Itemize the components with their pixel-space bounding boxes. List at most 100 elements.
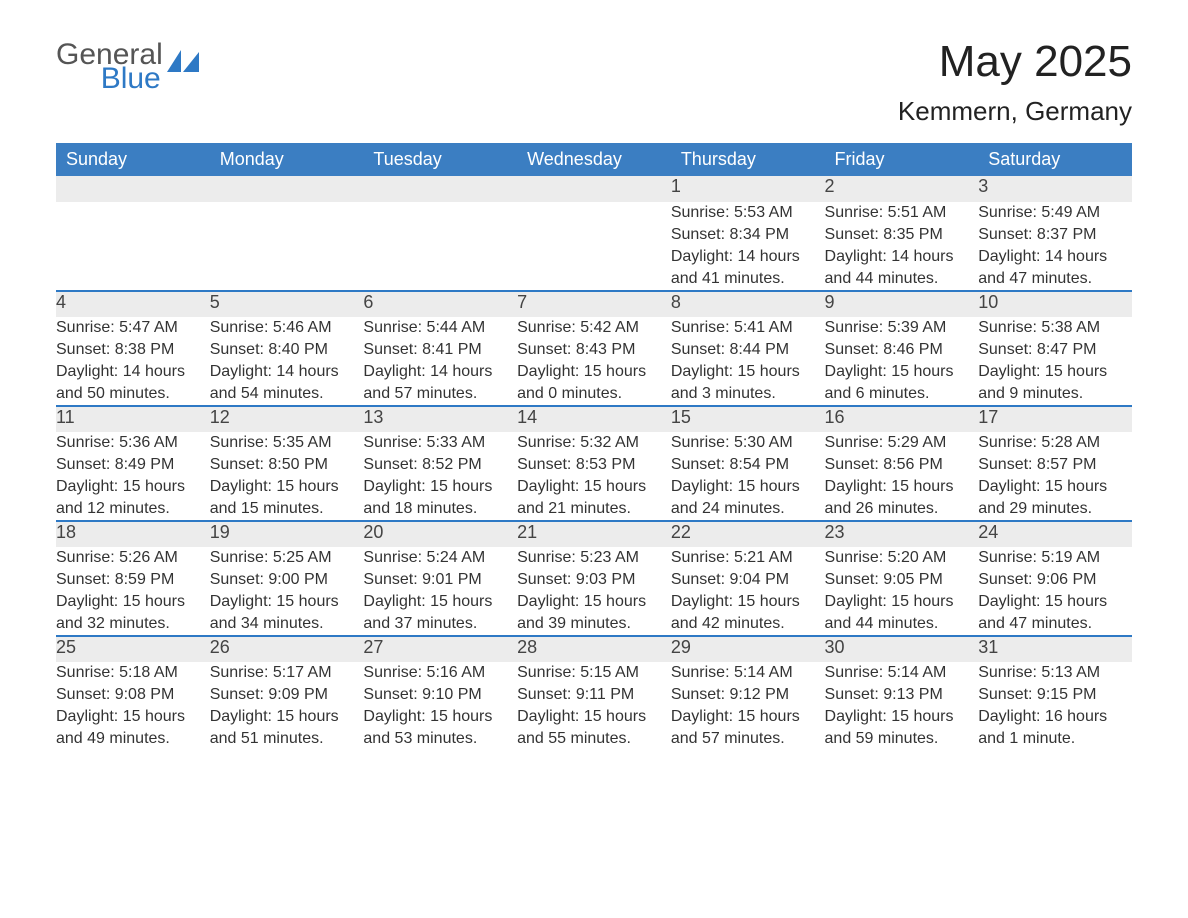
daynum-row: 45678910	[56, 291, 1132, 317]
day-number: 2	[825, 176, 835, 196]
daynum-cell: 15	[671, 406, 825, 432]
calendar-table: SundayMondayTuesdayWednesdayThursdayFrid…	[56, 143, 1132, 750]
daycontent-empty	[210, 202, 364, 291]
day-sunrise: Sunrise: 5:51 AM	[825, 202, 979, 224]
day-daylight: Daylight: 15 hours and 37 minutes.	[363, 591, 517, 635]
day-daylight: Daylight: 15 hours and 39 minutes.	[517, 591, 671, 635]
daynum-empty	[363, 176, 517, 202]
daynum-cell: 4	[56, 291, 210, 317]
day-sunset: Sunset: 8:35 PM	[825, 224, 979, 246]
brand-logo: General Blue	[56, 40, 201, 94]
calendar-head: SundayMondayTuesdayWednesdayThursdayFrid…	[56, 143, 1132, 176]
day-sunrise: Sunrise: 5:36 AM	[56, 432, 210, 454]
daynum-cell: 18	[56, 521, 210, 547]
day-sunset: Sunset: 8:56 PM	[825, 454, 979, 476]
daycontent-empty	[517, 202, 671, 291]
title-block: May 2025 Kemmern, Germany	[898, 40, 1132, 127]
day-daylight: Daylight: 15 hours and 34 minutes.	[210, 591, 364, 635]
day-sunrise: Sunrise: 5:53 AM	[671, 202, 825, 224]
day-sunrise: Sunrise: 5:42 AM	[517, 317, 671, 339]
day-daylight: Daylight: 15 hours and 49 minutes.	[56, 706, 210, 750]
daynum-cell: 24	[978, 521, 1132, 547]
daynum-cell: 31	[978, 636, 1132, 662]
day-sunrise: Sunrise: 5:15 AM	[517, 662, 671, 684]
daynum-cell: 5	[210, 291, 364, 317]
day-sunrise: Sunrise: 5:13 AM	[978, 662, 1132, 684]
daynum-cell: 25	[56, 636, 210, 662]
weekday-header: Wednesday	[517, 143, 671, 176]
day-number: 31	[978, 637, 998, 657]
day-number: 25	[56, 637, 76, 657]
day-sunrise: Sunrise: 5:38 AM	[978, 317, 1132, 339]
day-sunrise: Sunrise: 5:39 AM	[825, 317, 979, 339]
daynum-cell: 30	[825, 636, 979, 662]
day-daylight: Daylight: 15 hours and 24 minutes.	[671, 476, 825, 520]
day-sunrise: Sunrise: 5:49 AM	[978, 202, 1132, 224]
day-sunset: Sunset: 8:52 PM	[363, 454, 517, 476]
day-number: 23	[825, 522, 845, 542]
day-daylight: Daylight: 14 hours and 50 minutes.	[56, 361, 210, 405]
day-sunrise: Sunrise: 5:14 AM	[671, 662, 825, 684]
day-number: 4	[56, 292, 66, 312]
day-number: 1	[671, 176, 681, 196]
day-number: 17	[978, 407, 998, 427]
day-sunset: Sunset: 9:13 PM	[825, 684, 979, 706]
day-number: 14	[517, 407, 537, 427]
day-number: 18	[56, 522, 76, 542]
daynum-cell: 29	[671, 636, 825, 662]
day-sunset: Sunset: 8:53 PM	[517, 454, 671, 476]
day-sunset: Sunset: 8:38 PM	[56, 339, 210, 361]
day-number: 30	[825, 637, 845, 657]
weekday-header: Sunday	[56, 143, 210, 176]
daynum-cell: 2	[825, 176, 979, 202]
day-daylight: Daylight: 16 hours and 1 minute.	[978, 706, 1132, 750]
daynum-cell: 10	[978, 291, 1132, 317]
daycontent-cell: Sunrise: 5:23 AMSunset: 9:03 PMDaylight:…	[517, 547, 671, 636]
daycontent-cell: Sunrise: 5:46 AMSunset: 8:40 PMDaylight:…	[210, 317, 364, 406]
day-number: 28	[517, 637, 537, 657]
day-sunset: Sunset: 8:54 PM	[671, 454, 825, 476]
day-sunset: Sunset: 9:00 PM	[210, 569, 364, 591]
day-sunset: Sunset: 9:09 PM	[210, 684, 364, 706]
daynum-cell: 28	[517, 636, 671, 662]
day-sunrise: Sunrise: 5:35 AM	[210, 432, 364, 454]
day-daylight: Daylight: 15 hours and 18 minutes.	[363, 476, 517, 520]
daycontent-cell: Sunrise: 5:36 AMSunset: 8:49 PMDaylight:…	[56, 432, 210, 521]
day-daylight: Daylight: 14 hours and 57 minutes.	[363, 361, 517, 405]
day-sunrise: Sunrise: 5:30 AM	[671, 432, 825, 454]
daynum-row: 11121314151617	[56, 406, 1132, 432]
daynum-empty	[517, 176, 671, 202]
day-daylight: Daylight: 15 hours and 12 minutes.	[56, 476, 210, 520]
day-daylight: Daylight: 15 hours and 15 minutes.	[210, 476, 364, 520]
day-number: 7	[517, 292, 527, 312]
day-sunrise: Sunrise: 5:26 AM	[56, 547, 210, 569]
day-sunset: Sunset: 8:34 PM	[671, 224, 825, 246]
daycontent-cell: Sunrise: 5:26 AMSunset: 8:59 PMDaylight:…	[56, 547, 210, 636]
day-number: 27	[363, 637, 383, 657]
page-title-location: Kemmern, Germany	[898, 96, 1132, 127]
content-row: Sunrise: 5:26 AMSunset: 8:59 PMDaylight:…	[56, 547, 1132, 636]
weekday-header: Friday	[825, 143, 979, 176]
day-daylight: Daylight: 15 hours and 55 minutes.	[517, 706, 671, 750]
day-sunrise: Sunrise: 5:32 AM	[517, 432, 671, 454]
day-daylight: Daylight: 15 hours and 51 minutes.	[210, 706, 364, 750]
day-sunrise: Sunrise: 5:33 AM	[363, 432, 517, 454]
day-daylight: Daylight: 15 hours and 29 minutes.	[978, 476, 1132, 520]
daycontent-cell: Sunrise: 5:17 AMSunset: 9:09 PMDaylight:…	[210, 662, 364, 750]
day-sunset: Sunset: 8:43 PM	[517, 339, 671, 361]
calendar-body: 123Sunrise: 5:53 AMSunset: 8:34 PMDaylig…	[56, 176, 1132, 750]
brand-sail-icon	[167, 48, 201, 74]
daynum-cell: 23	[825, 521, 979, 547]
day-sunset: Sunset: 8:40 PM	[210, 339, 364, 361]
day-number: 5	[210, 292, 220, 312]
day-sunrise: Sunrise: 5:19 AM	[978, 547, 1132, 569]
daycontent-cell: Sunrise: 5:41 AMSunset: 8:44 PMDaylight:…	[671, 317, 825, 406]
day-number: 22	[671, 522, 691, 542]
daycontent-cell: Sunrise: 5:35 AMSunset: 8:50 PMDaylight:…	[210, 432, 364, 521]
day-sunset: Sunset: 9:08 PM	[56, 684, 210, 706]
content-row: Sunrise: 5:47 AMSunset: 8:38 PMDaylight:…	[56, 317, 1132, 406]
content-row: Sunrise: 5:53 AMSunset: 8:34 PMDaylight:…	[56, 202, 1132, 291]
daynum-cell: 21	[517, 521, 671, 547]
calendar-page: General Blue May 2025 Kemmern, Germany S…	[0, 0, 1188, 790]
daycontent-cell: Sunrise: 5:19 AMSunset: 9:06 PMDaylight:…	[978, 547, 1132, 636]
